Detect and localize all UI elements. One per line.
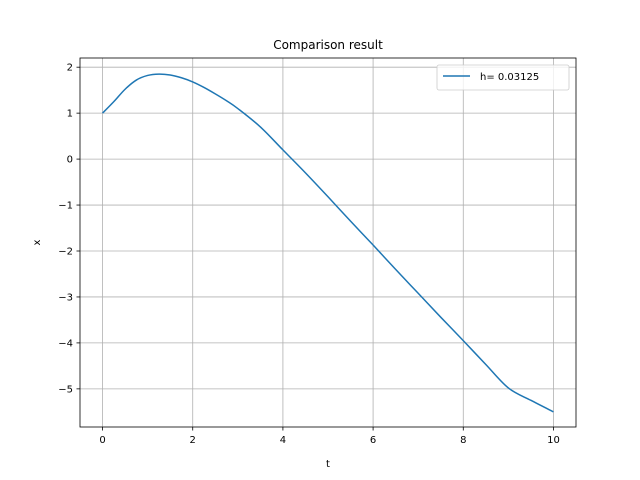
series-layer [102, 73, 554, 413]
x-tick-label: 6 [370, 435, 376, 446]
x-tick-label: 10 [547, 435, 560, 446]
series-line [102, 73, 554, 413]
y-tick-label: −4 [58, 338, 73, 349]
plot-frame [79, 57, 577, 428]
y-tick-label: 2 [67, 63, 73, 74]
y-tick-label: 1 [67, 109, 73, 120]
x-tick-label: 4 [280, 435, 286, 446]
chart-title: Comparison result [273, 38, 383, 52]
x-axis-label: t [326, 459, 330, 470]
y-tick-label: 0 [67, 155, 73, 166]
x-tick-label: 8 [460, 435, 466, 446]
y-axis-label: x [32, 239, 43, 245]
legend: h= 0.03125 [436, 64, 570, 91]
x-tick-label: 2 [190, 435, 196, 446]
legend-box [436, 64, 570, 91]
y-tick-label: −3 [58, 292, 73, 303]
y-tick-label: −2 [58, 247, 73, 258]
x-tick-label: 0 [99, 435, 105, 446]
y-tick-label: −1 [58, 201, 73, 212]
grid [80, 58, 576, 427]
y-tick-label: −5 [58, 384, 73, 395]
legend-label: h= 0.03125 [480, 72, 539, 83]
